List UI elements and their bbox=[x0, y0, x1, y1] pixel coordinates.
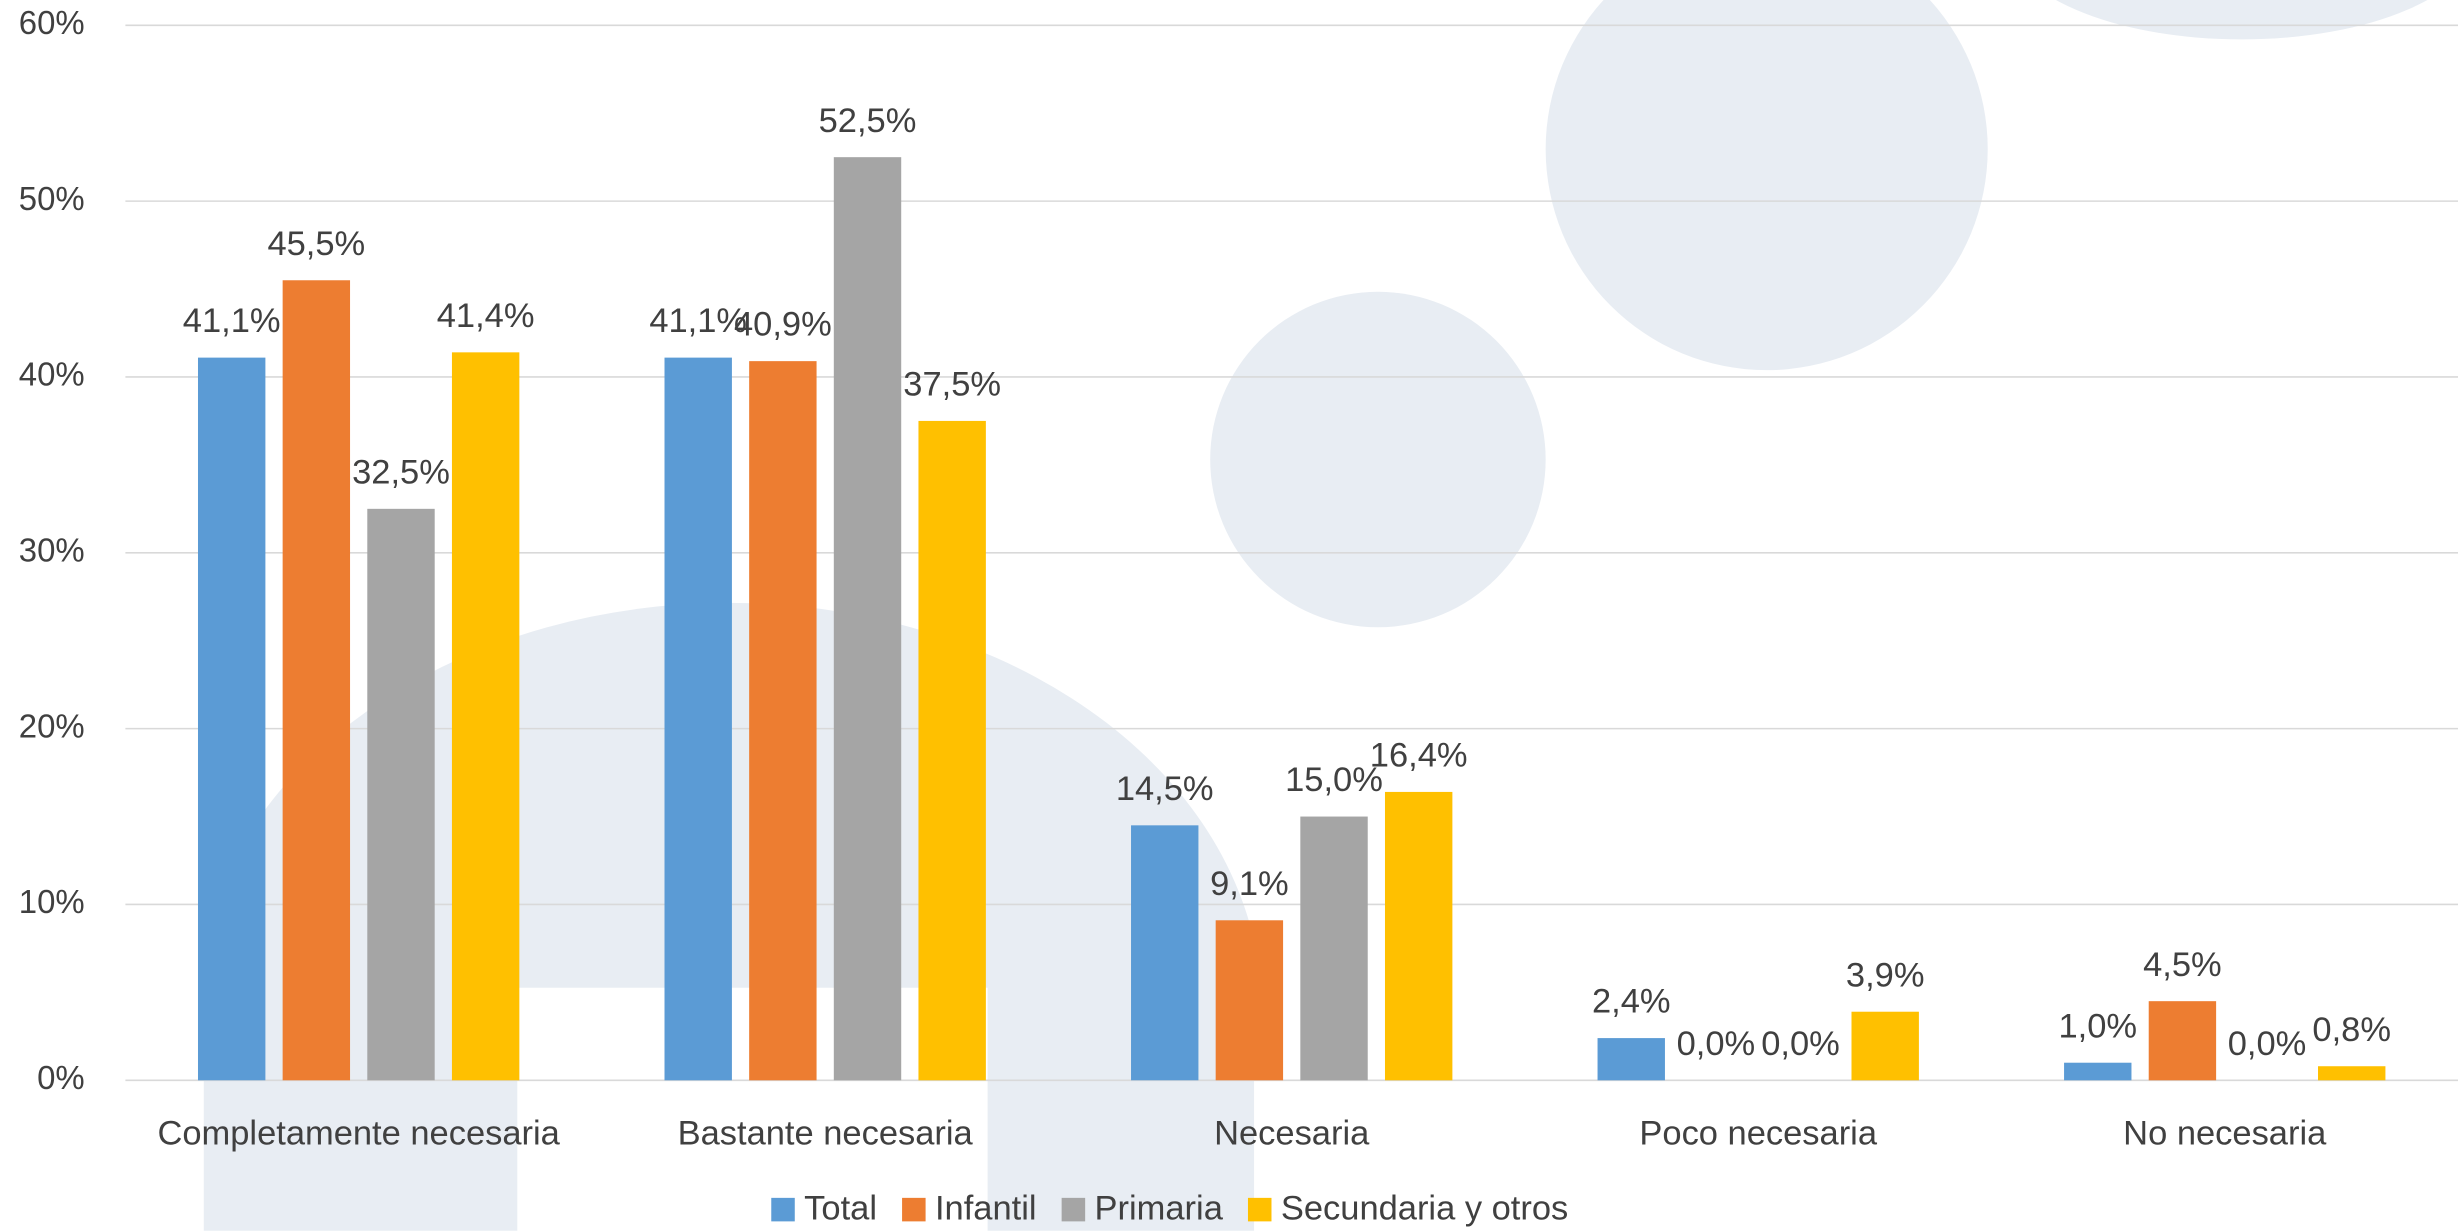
legend-label: Total bbox=[804, 1190, 877, 1228]
bar bbox=[367, 508, 435, 1081]
bar bbox=[1300, 816, 1368, 1081]
data-label: 45,5% bbox=[267, 225, 365, 263]
bar bbox=[2318, 1066, 2386, 1081]
data-label: 52,5% bbox=[819, 102, 917, 140]
data-label: 0,0% bbox=[1677, 1025, 1756, 1063]
legend-label: Infantil bbox=[935, 1190, 1037, 1228]
y-tick-label: 60% bbox=[19, 4, 85, 41]
legend-swatch bbox=[1247, 1197, 1272, 1222]
data-label: 4,5% bbox=[2143, 946, 2222, 984]
bar bbox=[197, 357, 266, 1081]
bar bbox=[2064, 1062, 2132, 1081]
data-label: 2,4% bbox=[1592, 983, 1671, 1021]
x-tick-label: Poco necesaria bbox=[1639, 1114, 1877, 1152]
legend-swatch bbox=[771, 1197, 795, 1222]
data-label: 1,0% bbox=[2058, 1007, 2137, 1045]
x-tick-label: Bastante necesaria bbox=[678, 1114, 974, 1152]
data-label: 41,1% bbox=[649, 302, 747, 340]
data-label: 0,0% bbox=[1761, 1025, 1840, 1063]
bar bbox=[1597, 1038, 1665, 1081]
x-tick-label: Necesaria bbox=[1214, 1114, 1370, 1152]
data-label: 37,5% bbox=[903, 366, 1001, 404]
bar bbox=[1384, 791, 1453, 1081]
data-label: 3,9% bbox=[1846, 956, 1925, 994]
bar bbox=[451, 352, 520, 1081]
y-tick-label: 30% bbox=[19, 531, 85, 568]
data-label: 40,9% bbox=[734, 306, 832, 344]
legend-swatch bbox=[902, 1197, 926, 1222]
data-label: 32,5% bbox=[352, 453, 450, 491]
legend-swatch bbox=[1061, 1197, 1086, 1222]
legend-label: Secundaria y otros bbox=[1281, 1190, 1568, 1228]
legend-label: Primaria bbox=[1095, 1190, 1224, 1228]
data-label: 0,8% bbox=[2312, 1011, 2391, 1049]
y-tick-label: 40% bbox=[19, 356, 85, 393]
y-tick-label: 0% bbox=[37, 1059, 85, 1096]
data-label: 9,1% bbox=[1210, 865, 1289, 903]
y-tick-label: 50% bbox=[19, 180, 85, 217]
bar bbox=[749, 361, 817, 1081]
x-tick-label: No necesaria bbox=[2123, 1114, 2327, 1152]
data-label: 15,0% bbox=[1285, 761, 1383, 799]
bar bbox=[282, 280, 351, 1081]
x-tick-label: Completamente necesaria bbox=[157, 1114, 560, 1152]
data-label: 41,1% bbox=[183, 302, 281, 340]
bar bbox=[1851, 1011, 1919, 1081]
bar bbox=[664, 357, 732, 1081]
bar bbox=[1215, 920, 1284, 1081]
data-label: 41,4% bbox=[437, 297, 535, 335]
bar bbox=[1131, 825, 1199, 1081]
data-label: 0,0% bbox=[2228, 1025, 2307, 1063]
bar bbox=[2148, 1001, 2217, 1081]
data-label: 14,5% bbox=[1116, 770, 1214, 808]
bar bbox=[918, 420, 986, 1081]
y-tick-label: 10% bbox=[19, 883, 85, 920]
bar bbox=[833, 157, 902, 1081]
y-tick-label: 20% bbox=[19, 707, 85, 744]
data-label: 16,4% bbox=[1370, 737, 1468, 775]
